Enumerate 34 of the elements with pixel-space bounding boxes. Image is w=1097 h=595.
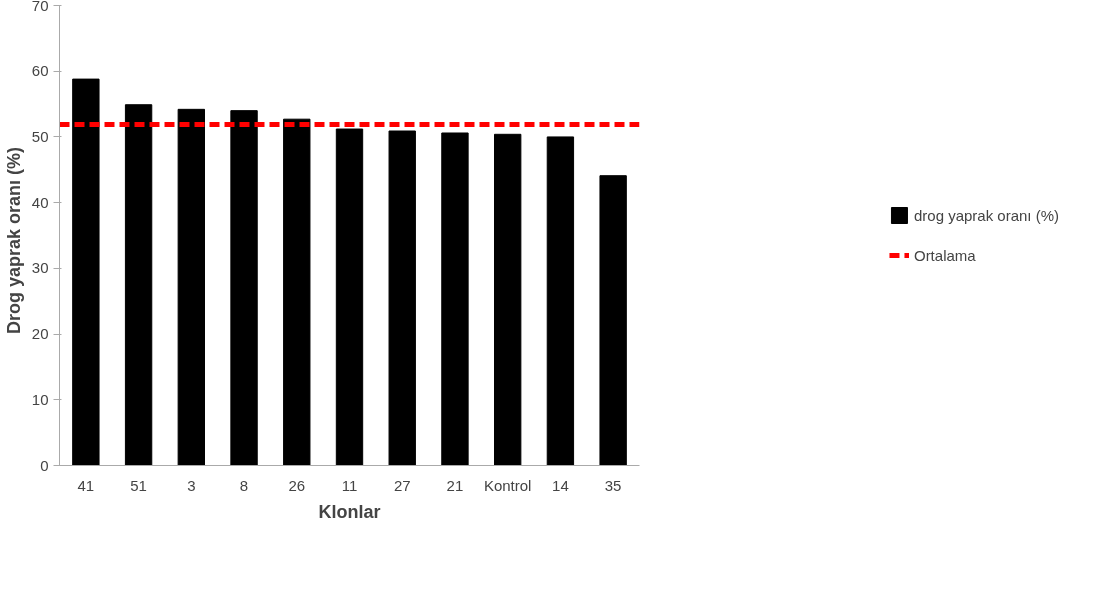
y-tick-label: 20 [31, 325, 49, 343]
x-axis-title: Klonlar [318, 501, 381, 522]
bar [335, 128, 364, 466]
bar [177, 108, 205, 466]
bar [72, 78, 100, 466]
bar [599, 175, 627, 466]
x-tick-label: 21 [446, 476, 464, 494]
x-tick-label: 26 [288, 476, 306, 494]
bar [388, 130, 416, 466]
x-tick-label: Kontrol [483, 476, 532, 494]
y-tick-label: 70 [31, 0, 49, 14]
bar [230, 110, 258, 466]
y-tick-label: 40 [31, 193, 49, 211]
x-tick-label: 41 [77, 476, 95, 494]
legend-label: Ortalama [913, 246, 976, 264]
x-tick-label: 27 [393, 476, 411, 494]
y-tick-label: 50 [31, 127, 49, 145]
legend-label: drog yaprak oranı (%) [913, 206, 1060, 224]
y-tick-label: 0 [40, 456, 49, 474]
x-tick-label: 11 [341, 476, 358, 494]
bar [546, 136, 575, 466]
bar [494, 133, 522, 466]
bar [283, 118, 311, 466]
y-tick-label: 30 [31, 259, 49, 277]
x-tick-label: 51 [130, 476, 147, 494]
bar [124, 104, 153, 466]
y-tick-label: 10 [31, 390, 49, 408]
x-tick-label: 8 [239, 476, 249, 494]
x-tick-label: 14 [552, 476, 569, 494]
x-tick-label: 3 [187, 476, 196, 494]
y-tick-label: 60 [31, 62, 49, 80]
bar [441, 132, 469, 466]
x-tick-label: 35 [604, 476, 622, 494]
y-axis-title: Drog yaprak oranı (%) [3, 146, 24, 335]
